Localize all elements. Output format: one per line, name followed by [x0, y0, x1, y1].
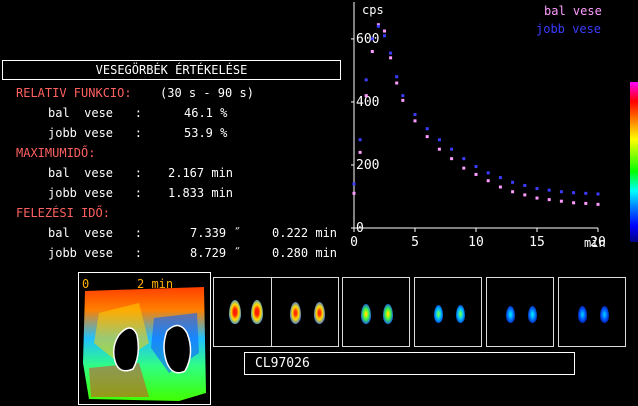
x-axis-label: min [584, 236, 606, 250]
data-point [389, 56, 393, 60]
color-scale-bar [630, 82, 638, 242]
data-point [596, 202, 600, 206]
map-time-end-label: 2 min [137, 277, 174, 291]
legend-right-kidney: jobb vese [536, 22, 601, 36]
data-point [358, 150, 362, 154]
data-point [498, 176, 502, 180]
data-point [474, 172, 478, 176]
relative-function-range: (30 s - 90 s) [160, 86, 254, 100]
data-point [352, 182, 356, 186]
data-point [413, 119, 417, 123]
right-kidney-label: jobb vese : [48, 126, 142, 140]
right-kidney-half-time-error: 0.280 min [272, 246, 338, 260]
scan-frame-2[interactable] [271, 277, 339, 347]
relative-function-heading: RELATIV FUNKCIO: [16, 86, 132, 100]
half-time-heading: FELEZÉSI IDŐ: [16, 206, 110, 220]
scan-frame-5[interactable] [486, 277, 554, 347]
data-point [376, 23, 380, 27]
data-point [389, 51, 393, 55]
data-point [413, 113, 417, 117]
data-point [511, 180, 515, 184]
data-point [498, 185, 502, 189]
left-kidney-half-time-value: 7.339 ˝ [190, 226, 241, 240]
data-point [572, 201, 576, 205]
scan-frame-4[interactable] [414, 277, 482, 347]
y-tick-label: 0 [356, 221, 364, 236]
data-point [364, 94, 368, 98]
data-point [383, 34, 386, 38]
right-kidney-max-time-value: 1.833 min [168, 186, 234, 200]
data-point [395, 75, 399, 79]
data-point [462, 157, 466, 161]
data-point [401, 94, 405, 98]
scan-frame-6[interactable] [558, 277, 626, 347]
data-point [395, 81, 399, 85]
legend-left-kidney: bal vese [544, 4, 602, 18]
data-point [364, 78, 368, 82]
map-time-start-label: 0 [82, 277, 90, 291]
data-point [596, 192, 600, 196]
right-kidney-relative-value: 53.9 % [184, 126, 228, 140]
data-point [358, 138, 362, 142]
data-point [584, 191, 588, 195]
max-time-heading: MAXIMUMIDŐ: [16, 146, 96, 160]
y-axis-label: cps [362, 3, 384, 17]
data-point [584, 201, 588, 205]
left-kidney-half-time-error: 0.222 min [272, 226, 338, 240]
data-point [486, 179, 490, 183]
data-point [511, 190, 515, 194]
data-point [450, 157, 454, 161]
right-kidney-label: jobb vese : [48, 246, 142, 260]
x-tick-label: 10 [468, 235, 484, 250]
left-kidney-label: bal vese : [48, 166, 142, 180]
evaluation-title: VESEGÖRBÉK ÉRTÉKELÉSE [2, 60, 341, 80]
series-right-kidney [352, 24, 600, 196]
data-point [401, 98, 405, 102]
left-kidney-label: bal vese : [48, 226, 142, 240]
data-point [535, 187, 539, 191]
data-point [486, 171, 490, 175]
y-tick-label: 600 [356, 32, 379, 47]
data-point [437, 147, 441, 151]
x-tick-label: 15 [529, 235, 545, 250]
data-point [425, 135, 429, 139]
x-tick-label: 5 [411, 235, 419, 250]
y-tick-label: 200 [356, 158, 379, 173]
left-kidney-label: bal vese : [48, 106, 142, 120]
data-point [474, 165, 478, 169]
data-point [450, 147, 454, 151]
y-tick-label: 400 [356, 95, 379, 110]
parametric-map-image [79, 273, 210, 404]
left-kidney-max-time-value: 2.167 min [168, 166, 234, 180]
patient-id-field: CL97026 [244, 352, 575, 375]
data-point [437, 138, 441, 142]
data-point [559, 199, 563, 203]
data-point [523, 193, 527, 197]
data-point [462, 166, 466, 170]
data-point [383, 29, 386, 33]
left-kidney-relative-value: 46.1 % [184, 106, 228, 120]
scan-frame-1[interactable] [213, 277, 281, 347]
data-point [370, 50, 374, 54]
data-point [370, 37, 374, 41]
data-point [523, 183, 527, 187]
data-point [572, 191, 576, 195]
data-point [352, 191, 356, 195]
data-point [425, 127, 429, 131]
x-tick-label: 0 [350, 235, 358, 250]
right-kidney-half-time-value: 8.729 ˝ [190, 246, 241, 260]
chart-points [352, 23, 600, 206]
series-left-kidney [352, 23, 600, 206]
x-tick-label: 20 [590, 235, 606, 250]
data-point [535, 196, 539, 200]
data-point [376, 24, 380, 28]
data-point [547, 198, 551, 202]
right-kidney-label: jobb vese : [48, 186, 142, 200]
data-point [547, 188, 551, 192]
data-point [559, 190, 563, 194]
scan-frame-3[interactable] [342, 277, 410, 347]
parametric-map: 0 2 min [78, 272, 211, 405]
